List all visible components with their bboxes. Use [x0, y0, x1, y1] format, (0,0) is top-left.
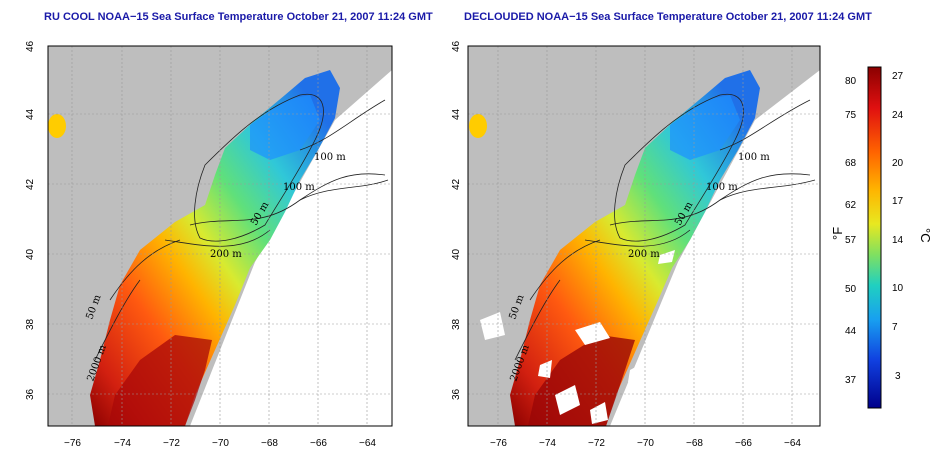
colorbar-f-label: 37	[845, 375, 857, 386]
lon-tick: −76	[490, 438, 507, 449]
map-frame-right	[467, 45, 821, 427]
lat-tick: 44	[451, 108, 462, 120]
ocean-nodata-left	[190, 46, 392, 426]
colorbar-c-label: 17	[892, 196, 904, 207]
colorbar-c-label: 3	[895, 371, 901, 382]
sst-swath-left	[90, 70, 340, 426]
lon-tick: −74	[539, 438, 556, 449]
lat-tick: 40	[451, 248, 462, 260]
contour-label: 100 m	[738, 152, 770, 163]
colorbar-f-label: 68	[845, 158, 857, 169]
inland-lake-right	[469, 114, 487, 138]
coast-land-left	[48, 350, 90, 426]
colorbar-gradient	[867, 66, 882, 409]
lat-tick: 36	[25, 388, 36, 400]
colorbar-f-label: 50	[845, 284, 857, 295]
x-axis-right: −76 −74 −72 −70 −68 −66 −64	[490, 438, 801, 449]
graticule-right	[468, 46, 820, 426]
x-axis-left: −76 −74 −72 −70 −68 −66 −64	[64, 438, 376, 449]
colorbar-c-label: 10	[892, 283, 904, 294]
depth-contours-left	[94, 93, 389, 361]
coast-land-right	[468, 350, 510, 426]
lon-tick: −74	[114, 438, 131, 449]
lat-tick: 40	[25, 248, 36, 260]
sst-cold-pocket-left	[250, 95, 320, 160]
lon-tick: −72	[588, 438, 605, 449]
ocean-nodata-right	[610, 46, 820, 426]
contour-label: 100 m	[283, 182, 315, 193]
y-axis-right: 36 38 40 42 44 46	[451, 40, 462, 400]
sst-warm-core-right	[528, 335, 635, 426]
colorbar-c-label: 14	[892, 235, 904, 246]
cloud-mask-holes	[480, 250, 675, 424]
colorbar-c-label: 24	[892, 110, 904, 121]
lat-tick: 38	[25, 318, 36, 330]
lat-tick: 36	[451, 388, 462, 400]
colorbar-f-label: 57	[845, 235, 857, 246]
lon-tick: −70	[637, 438, 654, 449]
map-title-left: RU COOL NOAA−15 Sea Surface Temperature …	[44, 11, 433, 23]
map-panel-left: 100 m 100 m 50 m 200 m 50 m 2000 m −76 −…	[25, 40, 393, 449]
lon-tick: −76	[64, 438, 81, 449]
graticule-left	[48, 46, 392, 426]
lat-tick: 46	[25, 40, 36, 52]
lon-tick: −66	[735, 438, 752, 449]
map-title-right: DECLOUDED NOAA−15 Sea Surface Temperatur…	[464, 11, 872, 23]
lon-tick: −72	[163, 438, 180, 449]
contour-label: 200 m	[210, 249, 242, 260]
sst-warm-core-left	[108, 335, 212, 426]
temperature-colorbar: 80 75 68 62 57 50 44 37 27 24 20 17 14 1…	[830, 66, 933, 409]
lon-tick: −68	[686, 438, 703, 449]
lat-tick: 46	[451, 40, 462, 52]
contour-label: 100 m	[314, 152, 346, 163]
lon-tick: −64	[359, 438, 376, 449]
y-axis-left: 36 38 40 42 44 46	[25, 40, 36, 400]
lon-tick: −66	[310, 438, 327, 449]
colorbar-f-label: 62	[845, 200, 857, 211]
sst-cold-pocket-right	[670, 95, 740, 160]
inland-lake-left	[48, 114, 66, 138]
colorbar-c-label: 20	[892, 158, 904, 169]
map-panel-right: 100 m 100 m 50 m 200 m 50 m 2000 m −76 −…	[451, 40, 821, 449]
lat-tick: 44	[25, 108, 36, 120]
contour-label: 200 m	[628, 249, 660, 260]
colorbar-f-label: 75	[845, 110, 857, 121]
lat-tick: 42	[25, 178, 36, 190]
lat-tick: 38	[451, 318, 462, 330]
fahrenheit-unit-label: °F	[830, 227, 845, 240]
map-frame-left	[47, 45, 393, 427]
colorbar-f-label: 80	[845, 76, 857, 87]
lon-tick: −70	[212, 438, 229, 449]
lon-tick: −64	[784, 438, 801, 449]
lon-tick: −68	[261, 438, 278, 449]
colorbar-c-label: 27	[892, 71, 904, 82]
contour-label: 100 m	[706, 182, 738, 193]
depth-contours-right	[514, 93, 816, 361]
colorbar-c-label: 7	[892, 322, 898, 333]
colorbar-f-label: 44	[845, 326, 857, 337]
celsius-unit-label: °C	[918, 228, 933, 243]
lat-tick: 42	[451, 178, 462, 190]
sst-swath-right	[510, 70, 760, 426]
